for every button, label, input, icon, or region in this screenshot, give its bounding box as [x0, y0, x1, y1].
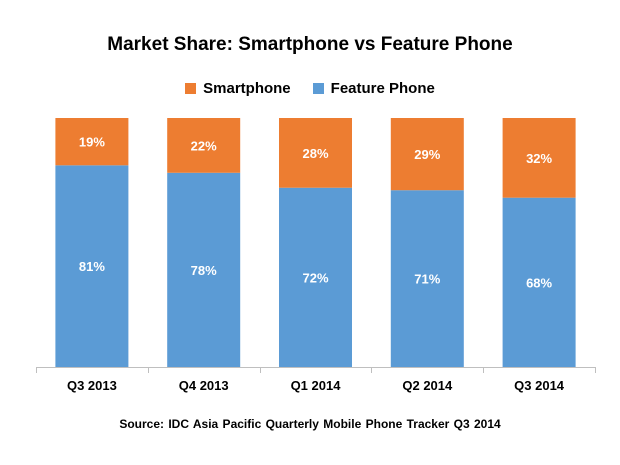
bar-feature-phone: [390, 190, 464, 367]
bar-smartphone: [55, 118, 129, 166]
bar-feature-phone: [55, 165, 129, 367]
legend-item-feature-phone: Feature Phone: [312, 80, 435, 97]
data-label-feature-phone: 68%: [526, 275, 552, 290]
legend-label-smartphone: Smartphone: [203, 80, 291, 97]
legend-label-feature-phone: Feature Phone: [330, 80, 435, 97]
chart-legend: Smartphone Feature Phone: [0, 80, 620, 97]
x-tick-label: Q3 2013: [67, 378, 117, 393]
bar-smartphone: [167, 118, 241, 173]
data-label-smartphone: 29%: [414, 147, 440, 162]
legend-swatch-feature-phone: [312, 83, 324, 94]
bar-feature-phone: [167, 172, 241, 367]
x-tick-label: Q1 2014: [291, 378, 342, 393]
data-label-feature-phone: 78%: [191, 263, 217, 278]
data-label-smartphone: 22%: [191, 138, 217, 153]
bar-smartphone: [502, 118, 576, 198]
legend-swatch-smartphone: [185, 83, 197, 94]
bar-smartphone: [390, 118, 464, 191]
data-label-feature-phone: 72%: [302, 270, 328, 285]
bar-smartphone: [279, 118, 352, 188]
bar-feature-phone: [279, 187, 352, 367]
data-label-smartphone: 32%: [526, 151, 552, 166]
chart-title: Market Share: Smartphone vs Feature Phon…: [107, 34, 513, 55]
data-label-smartphone: 28%: [302, 146, 328, 161]
data-label-feature-phone: 71%: [414, 272, 440, 287]
source-note: Source: IDC Asia Pacific Quarterly Mobil…: [119, 417, 501, 431]
x-tick-label: Q4 2013: [179, 378, 229, 393]
x-tick-label: Q2 2014: [402, 378, 453, 393]
bar-feature-phone: [502, 197, 576, 367]
data-label-smartphone: 19%: [79, 135, 105, 150]
x-tick-label: Q3 2014: [514, 378, 565, 393]
legend-item-smartphone: Smartphone: [185, 80, 291, 97]
data-label-feature-phone: 81%: [79, 259, 105, 274]
